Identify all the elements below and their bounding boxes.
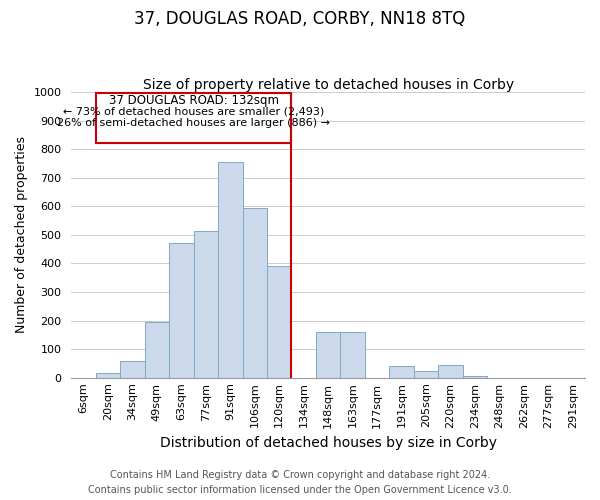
Bar [145,322,169,378]
Bar [463,376,487,378]
Bar [96,94,292,144]
Text: 37 DOUGLAS ROAD: 132sqm: 37 DOUGLAS ROAD: 132sqm [109,94,278,107]
Text: 37, DOUGLAS ROAD, CORBY, NN18 8TQ: 37, DOUGLAS ROAD, CORBY, NN18 8TQ [134,10,466,28]
Bar [389,366,414,378]
Bar [414,370,438,378]
Bar [194,230,218,378]
Bar [340,332,365,378]
Bar [438,365,463,378]
Text: Contains HM Land Registry data © Crown copyright and database right 2024.
Contai: Contains HM Land Registry data © Crown c… [88,470,512,495]
Text: ← 73% of detached houses are smaller (2,493): ← 73% of detached houses are smaller (2,… [63,107,324,117]
Title: Size of property relative to detached houses in Corby: Size of property relative to detached ho… [143,78,514,92]
Bar [316,332,340,378]
Bar [218,162,242,378]
Bar [169,244,194,378]
X-axis label: Distribution of detached houses by size in Corby: Distribution of detached houses by size … [160,436,497,450]
Bar [242,208,267,378]
Text: 26% of semi-detached houses are larger (886) →: 26% of semi-detached houses are larger (… [57,118,330,128]
Y-axis label: Number of detached properties: Number of detached properties [15,136,28,334]
Bar [267,266,292,378]
Bar [120,360,145,378]
Bar [96,374,120,378]
